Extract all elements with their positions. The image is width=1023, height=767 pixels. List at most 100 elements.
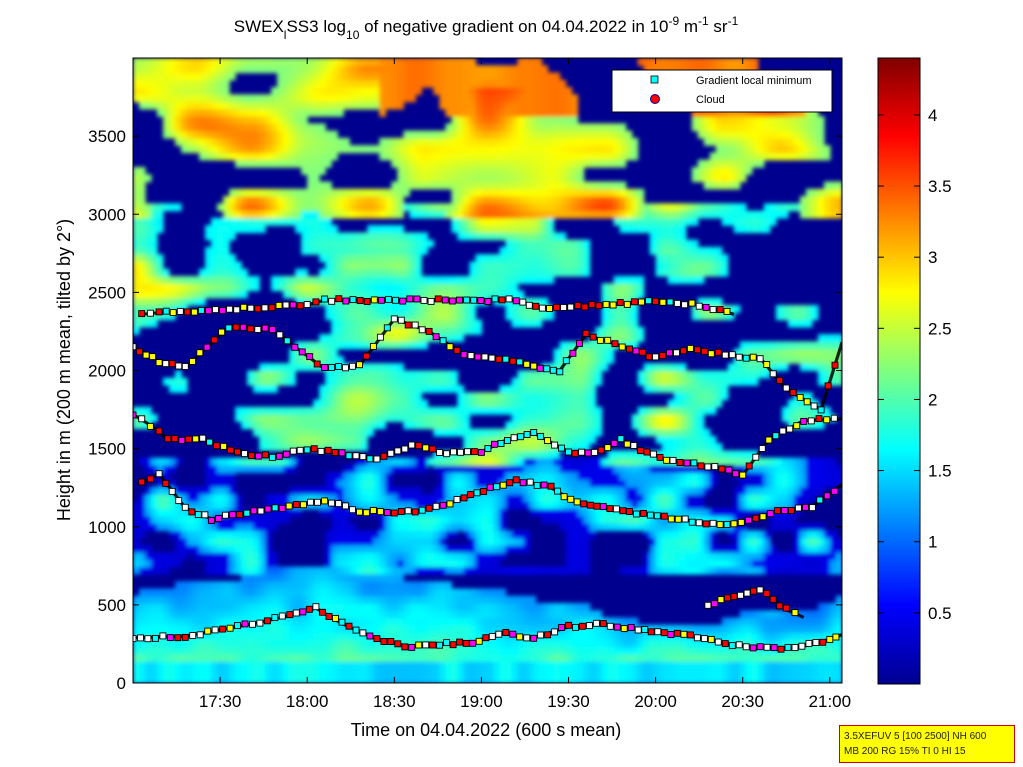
heatmap-cell [199,544,206,553]
heatmap-cell [187,581,194,590]
heatmap-cell [403,537,410,546]
heatmap-cell [373,87,380,95]
heatmap-cell [349,290,356,299]
heatmap-cell [385,523,392,531]
heatmap-cell [307,675,314,683]
heatmap-cell [343,603,350,611]
heatmap-cell [241,544,248,553]
heatmap-cell [607,305,615,313]
heatmap-cell [223,675,230,683]
heatmap-cell [181,639,188,648]
heatmap-cell [595,414,603,422]
heatmap-cell [187,137,194,146]
heatmap-cell [325,406,332,415]
heatmap-cell [349,392,356,401]
heatmap-cell [463,203,471,212]
heatmap-cell [379,232,386,241]
heatmap-cell [421,319,429,328]
heatmap-cell [517,421,525,430]
heatmap-cell [439,159,447,168]
heatmap-cell [193,675,200,683]
heatmap-cell [541,254,549,263]
heatmap-cell [379,225,386,234]
heatmap-cell [379,661,386,670]
heatmap-cell [211,559,218,568]
heatmap-cell [631,515,639,524]
heatmap-cell [451,276,459,284]
heatmap-cell [217,268,224,277]
heatmap-cell [559,515,567,524]
heatmap-cell [265,457,272,466]
heatmap-cell [379,617,386,626]
heatmap-cell [253,101,260,110]
heatmap-cell [463,595,471,604]
heatmap-cell [157,661,164,670]
heatmap-cell [277,145,284,154]
heatmap-cell [415,377,423,386]
heatmap-cell [205,152,212,161]
heatmap-cell [205,123,212,132]
heatmap-cell [553,152,561,161]
heatmap-cell [259,196,266,204]
heatmap-cell [469,312,477,321]
heatmap-cell [571,123,579,132]
heatmap-cell [391,290,398,299]
heatmap-cell [145,72,152,81]
heatmap-cell [307,617,314,626]
heatmap-cell [577,370,585,379]
heatmap-cell [349,406,356,415]
heatmap-cell [559,181,567,190]
heatmap-cell [385,479,392,488]
heatmap-cell [523,188,531,197]
heatmap-cell [313,123,320,132]
heatmap-cell [253,624,260,633]
heatmap-cell [247,595,254,604]
heatmap-cell [133,283,140,292]
heatmap-cell [157,486,164,495]
heatmap-cell [547,116,555,125]
heatmap-cell [493,123,501,132]
heatmap-cell [511,203,519,212]
heatmap-cell [463,653,471,662]
heatmap-cell [451,108,459,117]
heatmap-cell [133,232,140,241]
heatmap-cell [571,137,579,146]
heatmap-cell [403,646,410,655]
heatmap-cell [313,668,320,677]
heatmap-cell [313,348,320,357]
heatmap-cell [211,239,218,248]
heatmap-cell [319,501,326,510]
heatmap-cell [415,305,423,313]
heatmap-cell [487,167,495,175]
heatmap-cell [367,276,374,284]
heatmap-cell [499,130,507,139]
heatmap-cell [169,457,176,466]
heatmap-cell [589,130,597,139]
heatmap-cell [289,188,296,197]
heatmap-cell [475,653,483,662]
heatmap-cell [409,232,416,241]
heatmap-cell [331,610,338,619]
heatmap-cell [601,159,609,168]
heatmap-cell [607,188,615,197]
heatmap-cell [523,312,531,321]
heatmap-cell [283,130,290,139]
heatmap-cell [517,65,525,74]
heatmap-cell [343,399,350,408]
heatmap-cell [265,123,272,132]
heatmap-cell [517,385,525,393]
heatmap-cell [199,145,206,154]
heatmap-cell [469,101,477,110]
heatmap-cell [283,159,290,168]
heatmap-cell [547,152,555,161]
heatmap-cell [505,486,513,495]
heatmap-cell [241,457,248,466]
heatmap-cell [421,530,429,539]
heatmap-cell [523,450,531,459]
heatmap-cell [385,668,392,677]
heatmap-cell [283,414,290,422]
heatmap-cell [487,196,495,204]
heatmap-cell [337,203,344,212]
heatmap-cell [205,116,212,125]
heatmap-cell [355,254,362,263]
